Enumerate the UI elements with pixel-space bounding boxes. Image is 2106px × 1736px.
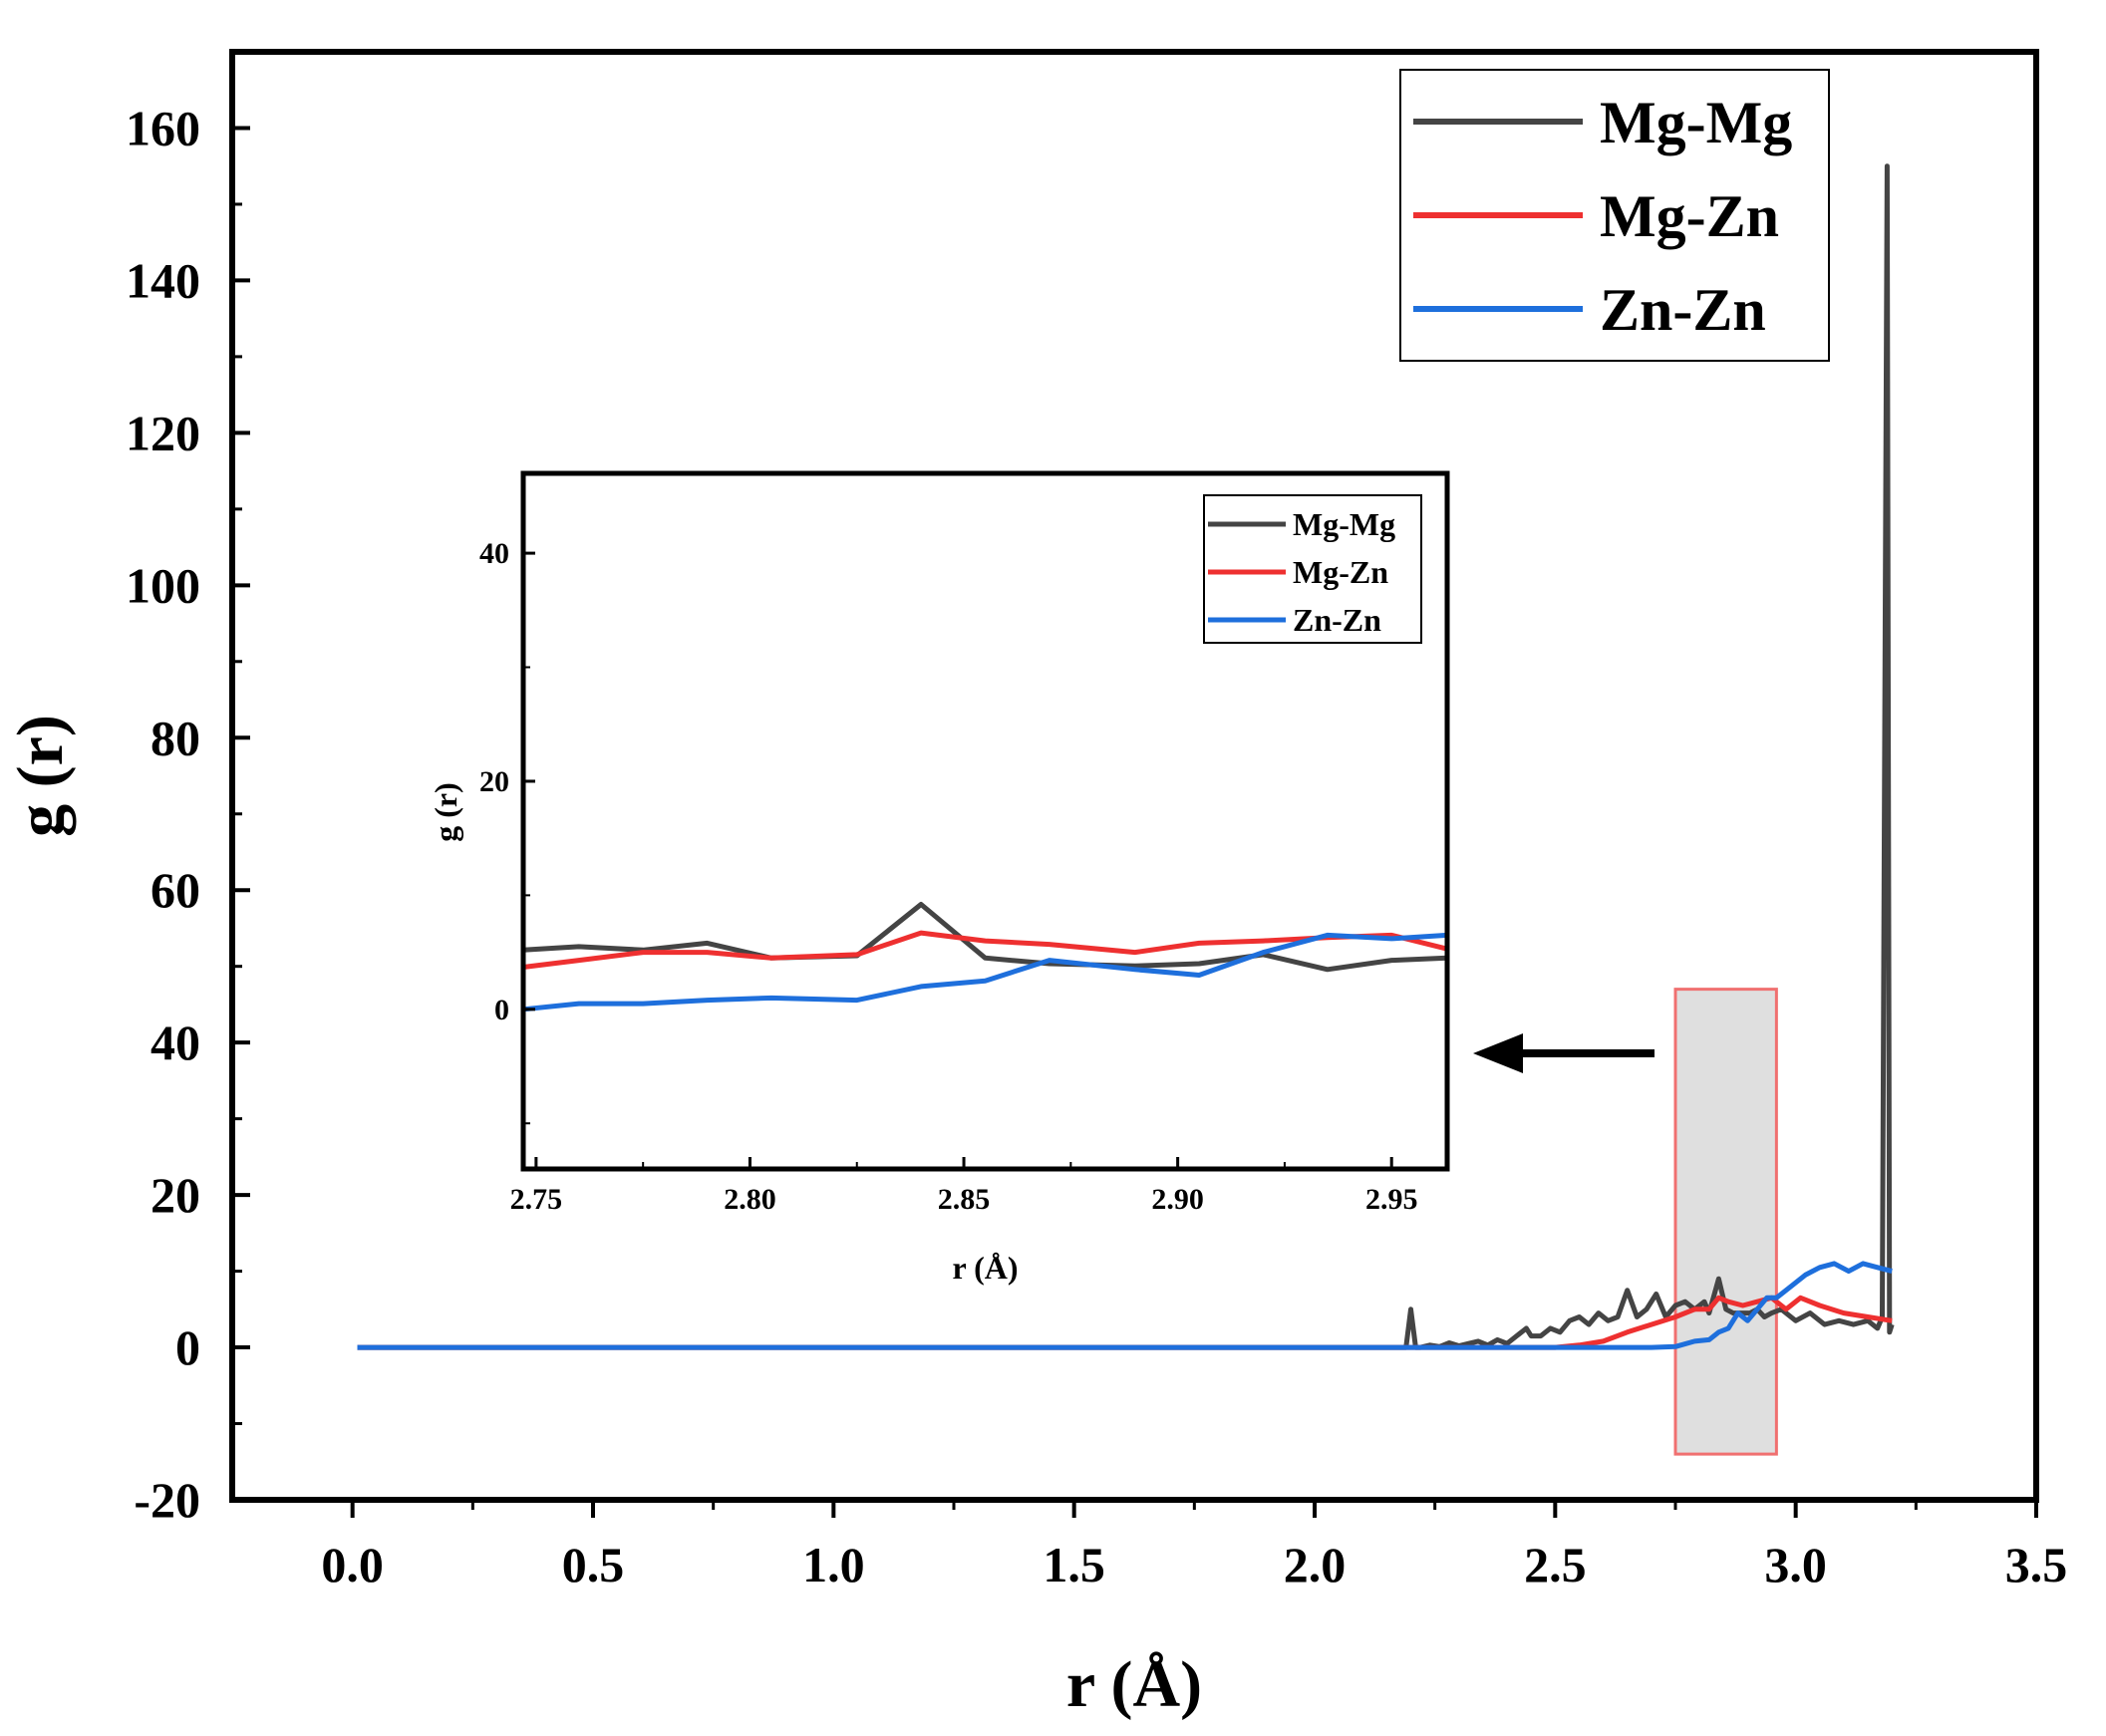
- x-tick-label: 2.0: [1284, 1537, 1347, 1592]
- y-tick-label: 100: [126, 557, 200, 613]
- x-tick-label: 3.0: [1764, 1537, 1827, 1592]
- y-tick-label: 40: [150, 1014, 200, 1070]
- main-x-axis-title: r (Å): [1066, 1648, 1202, 1721]
- y-tick-label: 160: [126, 100, 200, 155]
- inset-legend: Mg-Mg Mg-Zn Zn-Zn: [1203, 494, 1422, 644]
- main-legend: Mg-Mg Mg-Zn Zn-Zn: [1399, 69, 1830, 362]
- inset-x-tick-label: 2.90: [1151, 1183, 1204, 1216]
- inset-series-line-mg-mg: [522, 902, 1448, 973]
- legend-label-mg-mg: Mg-Mg: [1600, 90, 1792, 155]
- main-y-axis-title: g (r): [4, 715, 77, 837]
- inset-y-tick-label: 0: [494, 994, 509, 1026]
- legend-label-zn-zn: Zn-Zn: [1600, 277, 1766, 343]
- main-series-group: [357, 163, 1895, 1350]
- inset-x-tick-label: 2.75: [510, 1183, 563, 1216]
- y-tick-label: 140: [126, 252, 200, 308]
- y-tick-label: 20: [150, 1167, 200, 1223]
- inset-x-axis-title: r (Å): [952, 1250, 1018, 1286]
- inset-x-tick-label: 2.85: [938, 1183, 991, 1216]
- y-tick-label: 0: [175, 1319, 200, 1375]
- main-plot-frame: [229, 49, 2039, 1503]
- main-highlight-region: [1673, 988, 1778, 1456]
- inset-plot-frame: [520, 470, 1450, 1172]
- x-tick-label: 2.5: [1524, 1537, 1587, 1592]
- x-tick-label: 0.0: [321, 1537, 384, 1592]
- inset-x-tick-label: 2.80: [724, 1183, 776, 1216]
- main-chart: 0.0 0.5 1.0 1.5 2.0 2.5 3.0 3.5 -20 0 20 40 60 80 100 1…: [4, 49, 2068, 1721]
- inset-x-tick-label: 2.95: [1365, 1183, 1418, 1216]
- highlight-rect: [1673, 988, 1778, 1456]
- inset-series-group: [522, 902, 1448, 1013]
- inset-ticks: 2.75 2.80 2.85 2.90 2.95 0 20 40: [479, 537, 1417, 1216]
- y-tick-label: 120: [126, 405, 200, 460]
- x-tick-label: 3.5: [2005, 1537, 2068, 1592]
- series-line-mg-zn: [357, 1295, 1893, 1350]
- legend-label-mg-zn: Mg-Zn: [1600, 183, 1779, 249]
- series-line-zn-zn: [357, 1261, 1893, 1350]
- inset-series-line-zn-zn: [522, 932, 1448, 1013]
- x-tick-label: 0.5: [562, 1537, 625, 1592]
- y-tick-label: -20: [134, 1472, 200, 1528]
- y-tick-label: 80: [150, 710, 200, 765]
- inset-y-tick-label: 40: [479, 537, 509, 570]
- y-tick-label: 60: [150, 862, 200, 918]
- zoom-arrow: [1473, 1033, 1655, 1073]
- zoom-arrow-head: [1473, 1033, 1523, 1073]
- inset-y-tick-label: 20: [479, 765, 509, 798]
- main-ticks: 0.0 0.5 1.0 1.5 2.0 2.5 3.0 3.5 -20 0 20 40 60 80 100 1…: [126, 50, 2068, 1592]
- inset-legend-label-mg-zn: Mg-Zn: [1293, 554, 1388, 590]
- inset-y-axis-title: g (r): [428, 782, 463, 842]
- inset-legend-label-mg-mg: Mg-Mg: [1293, 506, 1395, 542]
- series-line-mg-mg: [357, 163, 1895, 1350]
- inset-chart: 2.75 2.80 2.85 2.90 2.95 0 20 40 r (Å) g (r) Mg…: [428, 470, 1450, 1286]
- inset-legend-label-zn-zn: Zn-Zn: [1293, 602, 1381, 638]
- x-tick-label: 1.5: [1043, 1537, 1105, 1592]
- x-tick-label: 1.0: [802, 1537, 865, 1592]
